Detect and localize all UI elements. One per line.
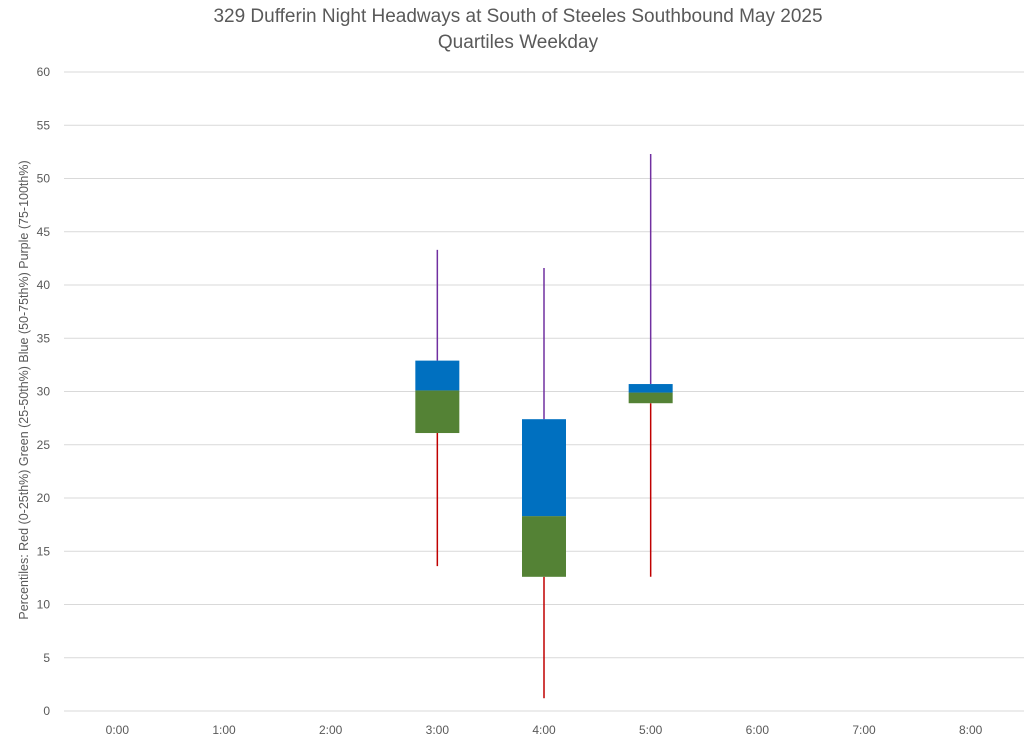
x-tick-label: 0:00 bbox=[106, 723, 130, 737]
box-300 bbox=[415, 249, 460, 567]
y-tick-label: 5 bbox=[43, 651, 50, 665]
x-tick-label: 6:00 bbox=[746, 723, 770, 737]
x-tick-label: 8:00 bbox=[959, 723, 983, 737]
x-tick-label: 3:00 bbox=[426, 723, 450, 737]
x-axis-ticks: 0:00 1:00 2:00 3:00 4:00 5:00 6:00 7:00 8:00 bbox=[106, 723, 983, 737]
y-tick-label: 20 bbox=[37, 491, 51, 505]
x-tick-label: 1:00 bbox=[212, 723, 236, 737]
y-axis-ticks: 0 5 10 15 20 25 30 35 40 45 50 55 60 bbox=[37, 65, 51, 718]
lower-box bbox=[628, 392, 673, 404]
box-series bbox=[415, 154, 673, 699]
chart-subtitle: Quartiles Weekday bbox=[438, 32, 599, 53]
y-tick-label: 50 bbox=[37, 172, 51, 186]
x-tick-label: 5:00 bbox=[639, 723, 663, 737]
y-tick-label: 10 bbox=[37, 598, 51, 612]
y-tick-label: 25 bbox=[37, 438, 51, 452]
box-400 bbox=[522, 267, 566, 699]
upper-box bbox=[628, 384, 673, 393]
y-tick-label: 30 bbox=[37, 385, 51, 399]
upper-box bbox=[522, 419, 566, 517]
y-tick-label: 40 bbox=[37, 278, 51, 292]
x-tick-label: 7:00 bbox=[852, 723, 876, 737]
x-tick-label: 4:00 bbox=[532, 723, 556, 737]
lower-box bbox=[522, 516, 566, 577]
y-tick-label: 35 bbox=[37, 331, 51, 345]
x-tick-label: 2:00 bbox=[319, 723, 343, 737]
y-tick-label: 55 bbox=[37, 118, 51, 132]
lower-box bbox=[415, 390, 460, 434]
y-tick-label: 15 bbox=[37, 544, 51, 558]
box-500 bbox=[628, 154, 673, 577]
chart-title: 329 Dufferin Night Headways at South of … bbox=[213, 6, 822, 27]
y-axis-label: Percentiles: Red (0-25th%) Green (25-50t… bbox=[17, 160, 31, 619]
y-tick-label: 60 bbox=[37, 65, 51, 79]
y-tick-label: 0 bbox=[43, 704, 50, 718]
y-tick-label: 45 bbox=[37, 225, 51, 239]
upper-box bbox=[415, 360, 460, 391]
